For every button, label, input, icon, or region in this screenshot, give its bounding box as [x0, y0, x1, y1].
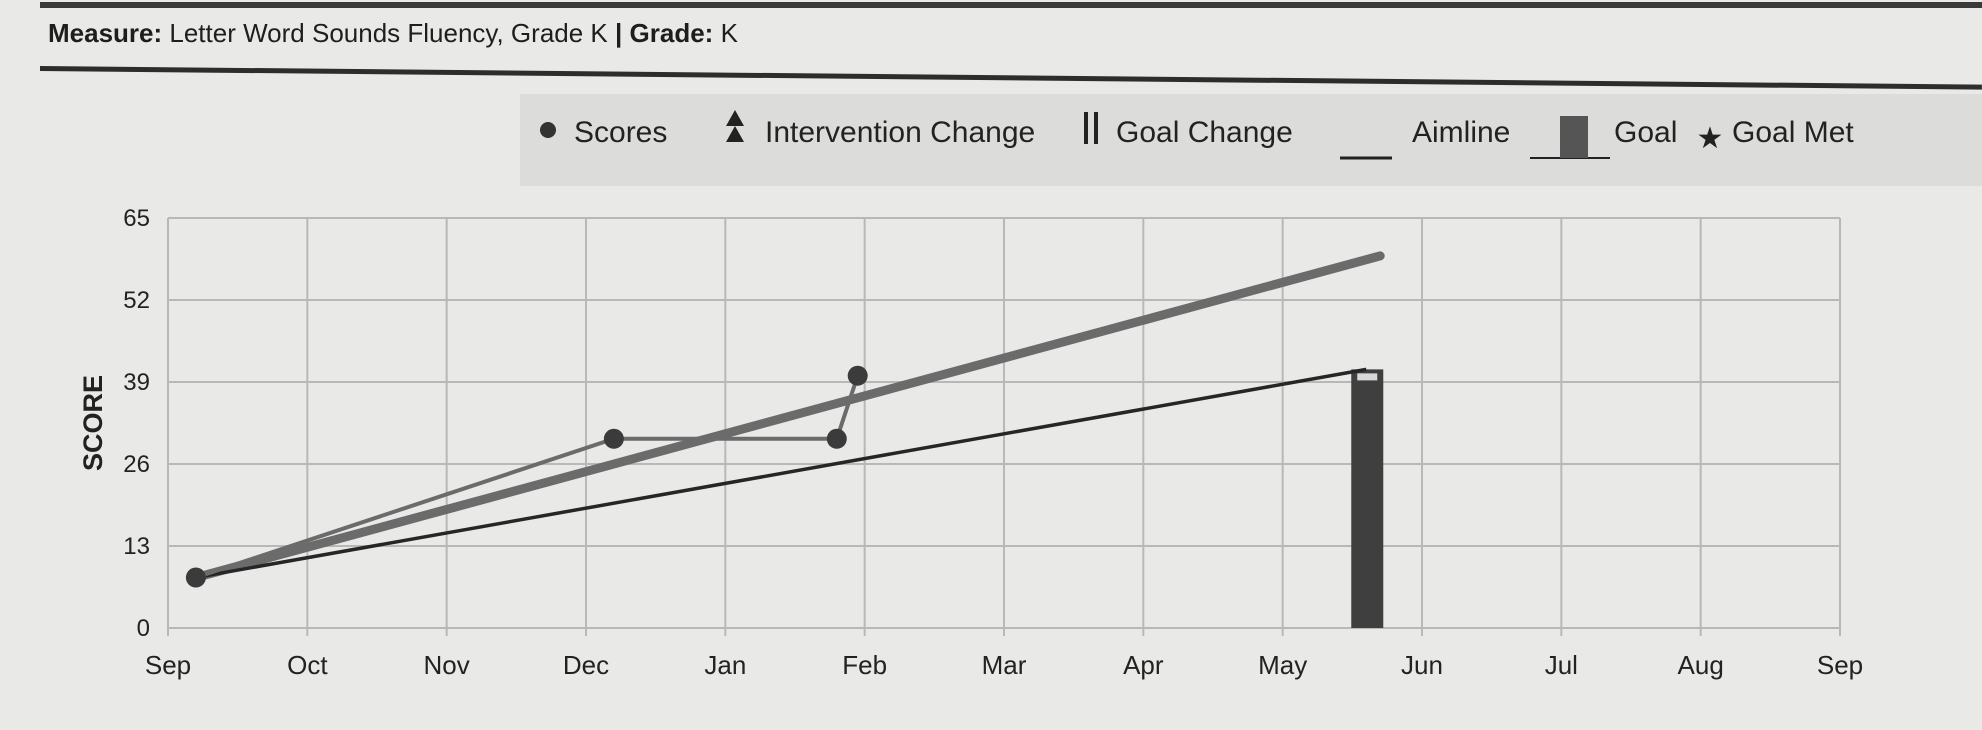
- x-tick-label-10: Jul: [1545, 650, 1578, 680]
- trend-line: [191, 251, 1385, 583]
- legend: Scores Intervention Change Goal Change Aiml…: [540, 110, 1855, 160]
- legend-item-goal: Goal: [1530, 116, 1677, 159]
- star-icon: ★: [1697, 121, 1724, 156]
- y-tick-label-0: 0: [137, 615, 150, 642]
- x-tick-label-5: Feb: [842, 650, 887, 680]
- bar-icon: [1530, 116, 1610, 159]
- header-divider: |: [615, 18, 623, 48]
- y-tick-label-5: 65: [123, 205, 150, 232]
- bar: [1560, 116, 1588, 158]
- measure-value: Letter Word Sounds Fluency, Grade K: [169, 18, 608, 48]
- grade-label: Grade:: [629, 18, 714, 48]
- legend-item-scores: Scores: [540, 116, 667, 149]
- top-rule: [40, 2, 1982, 8]
- chart-grid: [167, 217, 1841, 636]
- legend-item-aimline: Aimline: [1340, 116, 1510, 160]
- goal-bar-cap: [1357, 373, 1378, 381]
- legend-label-goal_met: Goal Met: [1732, 116, 1854, 149]
- x-tick-label-4: Jan: [704, 650, 746, 680]
- grade-value: K: [720, 18, 738, 48]
- legend-label-aimline: Aimline: [1412, 116, 1510, 149]
- scores-line: [195, 375, 860, 580]
- legend-label-goal_change: Goal Change: [1116, 116, 1293, 149]
- legend-item-goal_met: ★ Goal Met: [1697, 116, 1855, 156]
- goal-bar: [1351, 369, 1384, 628]
- dot-icon: [540, 122, 556, 138]
- x-tick-label-9: Jun: [1401, 650, 1443, 680]
- measure-label: Measure:: [48, 18, 163, 48]
- double-bar-icon: [1084, 112, 1098, 144]
- x-tick-label-7: Apr: [1123, 650, 1164, 680]
- page-header: Measure: Letter Word Sounds Fluency, Gra…: [48, 18, 738, 49]
- legend-item-goal_change: Goal Change: [1084, 112, 1293, 149]
- x-tick-label-12: Sep: [1817, 650, 1863, 680]
- x-tick-label-2: Nov: [424, 650, 470, 680]
- legend-item-intervention: Intervention Change: [726, 110, 1035, 149]
- x-tick-label-3: Dec: [563, 650, 609, 680]
- x-tick-label-0: Sep: [145, 650, 191, 680]
- score-point-1: [603, 428, 624, 449]
- x-tick-label-11: Aug: [1678, 650, 1724, 680]
- triangle-up: [726, 126, 744, 142]
- score-point-3: [847, 365, 868, 386]
- legend-label-intervention: Intervention Change: [765, 116, 1035, 149]
- score-point-0: [185, 567, 206, 588]
- y-axis-ticks: 0 13 26 39 52 65: [123, 205, 150, 642]
- y-axis-label: SCORE: [78, 375, 108, 471]
- x-tick-label-1: Oct: [287, 650, 328, 680]
- legend-label-scores: Scores: [574, 116, 667, 149]
- y-tick-label-2: 26: [123, 451, 150, 478]
- aimline: [195, 367, 1367, 580]
- y-tick-label-4: 52: [123, 287, 150, 314]
- x-tick-label-6: Mar: [982, 650, 1027, 680]
- y-tick-label-3: 39: [123, 369, 150, 396]
- y-tick-label-1: 13: [123, 533, 150, 560]
- double-triangle-icon: [726, 110, 744, 142]
- plot-area: [185, 251, 1385, 628]
- x-axis-ticks: Sep Oct Nov Dec Jan Feb Mar Apr May Jun Jul Aug Sep: [145, 650, 1863, 680]
- legend-label-goal: Goal: [1614, 116, 1677, 149]
- x-tick-label-8: May: [1258, 650, 1307, 680]
- bar: [1094, 112, 1098, 144]
- triangle-up: [726, 110, 744, 126]
- bar: [1084, 112, 1088, 144]
- score-point-2: [826, 428, 847, 449]
- legend-band: [520, 94, 1982, 186]
